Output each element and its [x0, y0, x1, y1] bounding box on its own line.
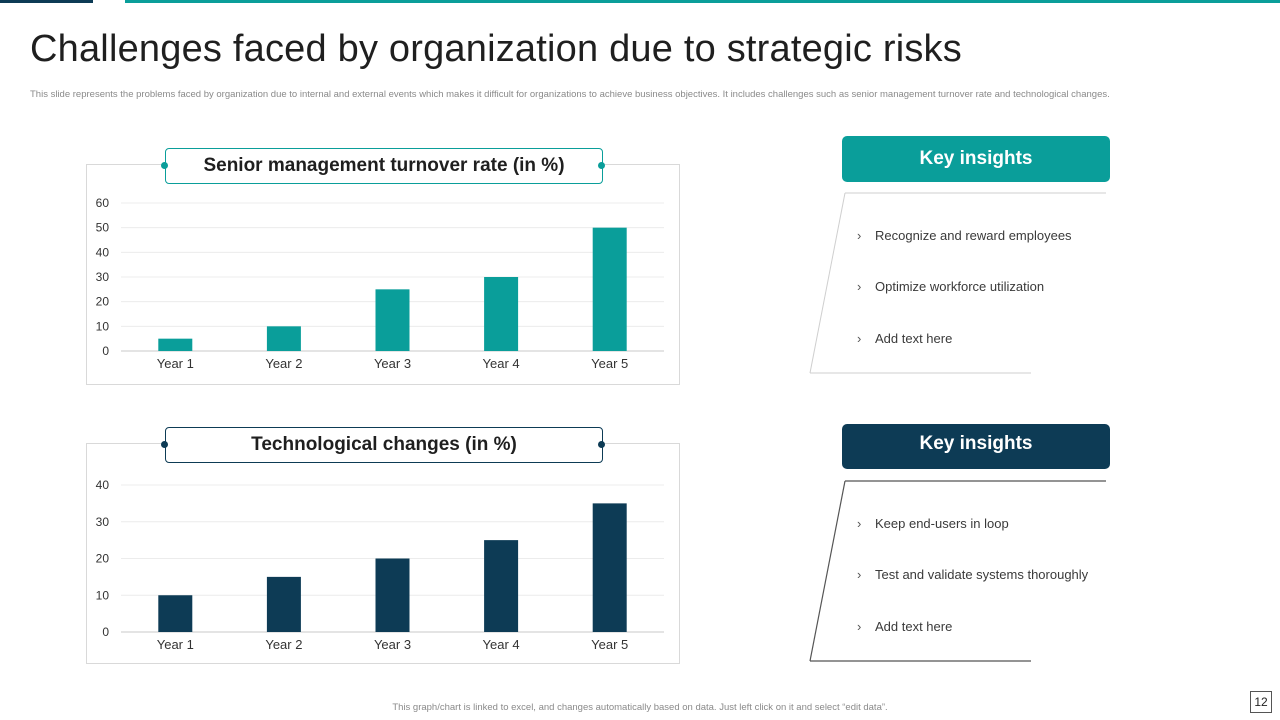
x-tick-label: Year 4 [483, 637, 520, 652]
y-tick-label: 50 [96, 221, 110, 235]
title-left-dot [161, 162, 168, 169]
chevron-right-icon: › [857, 567, 862, 582]
y-tick-label: 10 [96, 588, 110, 602]
insight-item: › Optimize workforce utilization [857, 279, 1045, 294]
bar [592, 503, 627, 632]
technology-chart-panel[interactable]: 0 10 20 30 40 Year 1 Year 2 Year 3 Year 4 Year 5 [86, 443, 680, 664]
x-tick-label: Year 3 [374, 637, 411, 652]
bar [266, 576, 301, 632]
page-number: 12 [1250, 691, 1272, 713]
top-accent-bar-teal [125, 0, 1280, 3]
slide-description: This slide represents the problems faced… [30, 89, 1110, 100]
key-insights-header-1: Key insights [842, 136, 1110, 182]
footer-note: This graph/chart is linked to excel, and… [392, 702, 888, 713]
title-left-dot [161, 441, 168, 448]
x-tick-label: Year 2 [265, 356, 302, 371]
y-tick-label: 60 [96, 196, 110, 210]
technology-bar-chart[interactable]: 0 10 20 30 40 Year 1 Year 2 Year 3 Year 4 Year 5 [87, 444, 679, 663]
turnover-bar-chart[interactable]: 0 10 20 30 40 50 60 Year 1 Year 2 Year 3 Year 4 Yea… [87, 165, 679, 384]
insight-item: › Add text here [857, 619, 953, 634]
x-tick-label: Year 1 [157, 637, 194, 652]
insight-item: › Keep end-users in loop [857, 516, 1009, 531]
bar [266, 326, 301, 351]
insight-item: › Add text here [857, 331, 953, 346]
page-title: Challenges faced by organization due to … [30, 28, 962, 70]
x-tick-label: Year 2 [265, 637, 302, 652]
y-tick-label: 30 [96, 515, 110, 529]
bar [158, 338, 193, 351]
y-tick-label: 40 [96, 245, 110, 259]
bar [592, 227, 627, 351]
chevron-right-icon: › [857, 279, 862, 294]
y-tick-label: 20 [96, 552, 110, 566]
bar [484, 277, 519, 351]
chevron-right-icon: › [857, 228, 862, 243]
turnover-chart-title: Senior management turnover rate (in %) [165, 148, 603, 184]
y-tick-label: 0 [102, 625, 109, 639]
bar [484, 540, 519, 632]
bar [375, 289, 410, 351]
insight-item: › Recognize and reward employees [857, 228, 1072, 243]
title-right-dot [598, 441, 605, 448]
chevron-right-icon: › [857, 516, 862, 531]
key-insights-header-2: Key insights [842, 424, 1110, 469]
x-tick-label: Year 1 [157, 356, 194, 371]
bar [158, 595, 193, 632]
title-right-dot [598, 162, 605, 169]
y-tick-label: 30 [96, 270, 110, 284]
technology-chart-title: Technological changes (in %) [165, 427, 603, 463]
y-tick-label: 10 [96, 319, 110, 333]
y-tick-label: 0 [102, 344, 109, 358]
turnover-chart-panel[interactable]: 0 10 20 30 40 50 60 Year 1 Year 2 Year 3 Year 4 Yea… [86, 164, 680, 385]
y-tick-label: 20 [96, 295, 110, 309]
x-tick-label: Year 3 [374, 356, 411, 371]
insights-frame-1 [809, 192, 1106, 374]
x-tick-label: Year 5 [591, 637, 628, 652]
top-accent-bar-dark [0, 0, 93, 3]
insight-item: › Test and validate systems thoroughly [857, 567, 1089, 582]
insights-frame-2 [809, 480, 1106, 662]
y-tick-label: 40 [96, 478, 110, 492]
chevron-right-icon: › [857, 619, 862, 634]
chevron-right-icon: › [857, 331, 862, 346]
bar [375, 558, 410, 632]
x-tick-label: Year 4 [483, 356, 520, 371]
x-tick-label: Year 5 [591, 356, 628, 371]
